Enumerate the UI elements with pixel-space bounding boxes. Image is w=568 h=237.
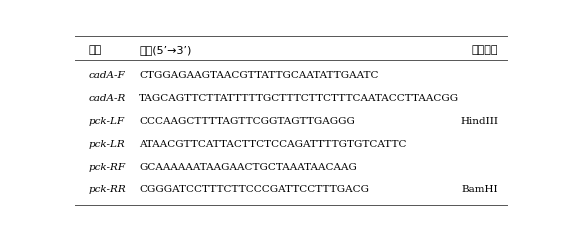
Text: 引物: 引物 xyxy=(89,45,102,55)
Text: ATAACGTTCATTACTTCTCCAGATTTTGTGTCATTC: ATAACGTTCATTACTTCTCCAGATTTTGTGTCATTC xyxy=(139,140,407,149)
Text: pck-RF: pck-RF xyxy=(89,163,126,172)
Text: cadA-R: cadA-R xyxy=(89,94,126,103)
Text: CCCAAGCTTTTAGTTCGGTAGTTGAGGG: CCCAAGCTTTTAGTTCGGTAGTTGAGGG xyxy=(139,117,355,126)
Text: TAGCAGTTCTTATTTTTGCTTTCTTCTTTCAATACCTTAACGG: TAGCAGTTCTTATTTTTGCTTTCTTCTTTCAATACCTTAA… xyxy=(139,94,460,103)
Text: 酬切位点: 酬切位点 xyxy=(471,45,498,55)
Text: GCAAAAAATAAGAACTGCTAAATAACAAG: GCAAAAAATAAGAACTGCTAAATAACAAG xyxy=(139,163,357,172)
Text: CTGGAGAAGTAACGTTATTGCAATATTGAATC: CTGGAGAAGTAACGTTATTGCAATATTGAATC xyxy=(139,71,379,80)
Text: pck-RR: pck-RR xyxy=(89,185,126,194)
Text: HindIII: HindIII xyxy=(460,117,498,126)
Text: CGGGATCCTTTCTTCCCGATTCCTTTGACG: CGGGATCCTTTCTTCCCGATTCCTTTGACG xyxy=(139,185,369,194)
Text: cadA-F: cadA-F xyxy=(89,71,126,80)
Text: BamHI: BamHI xyxy=(461,185,498,194)
Text: pck-LR: pck-LR xyxy=(89,140,126,149)
Text: 序列(5’→3’): 序列(5’→3’) xyxy=(139,45,191,55)
Text: pck-LF: pck-LF xyxy=(89,117,125,126)
